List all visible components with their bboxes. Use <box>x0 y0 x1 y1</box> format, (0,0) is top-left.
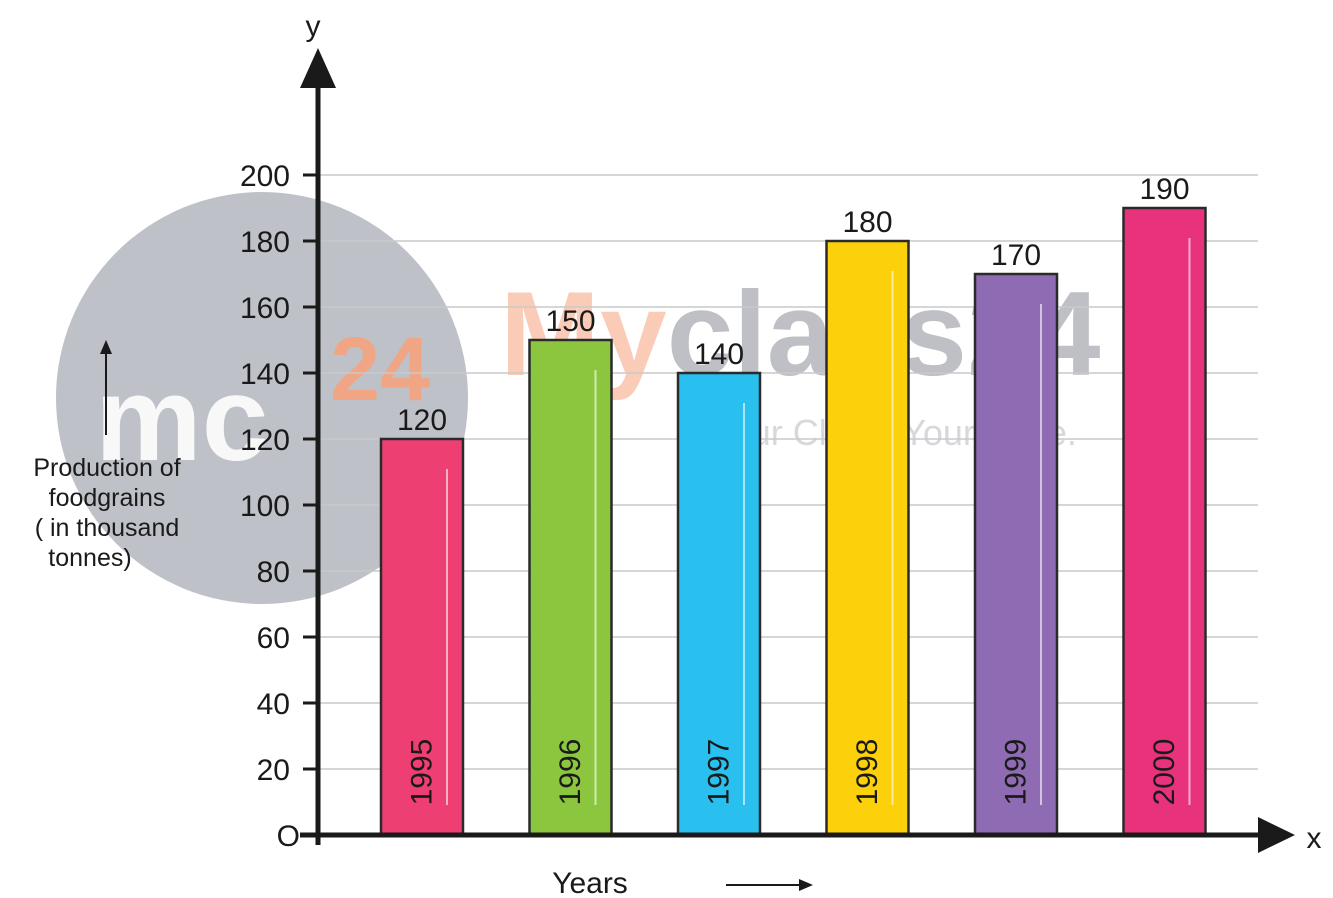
watermark-logo-circle <box>56 192 468 604</box>
y-tick-label: 200 <box>240 160 290 193</box>
watermark-logo-text: mc <box>95 352 268 486</box>
x-axis-letter: x <box>1307 822 1322 855</box>
bar-1995 <box>379 437 465 837</box>
data-label: 190 <box>1139 173 1189 206</box>
x-label-arrow-icon <box>799 879 813 891</box>
data-label: 180 <box>842 206 892 239</box>
y-tick-label: 40 <box>257 688 290 721</box>
data-label: 170 <box>991 239 1041 272</box>
category-label: 2000 <box>1148 739 1181 806</box>
data-label: 120 <box>397 404 447 437</box>
bar-1997 <box>676 371 762 837</box>
y-label-arrow-icon <box>100 340 112 354</box>
y-tick-labels: 20 40 60 80 100 120 140 160 180 200 <box>240 160 318 787</box>
bar-1996 <box>528 338 613 837</box>
y-label-line-4: tonnes) <box>48 544 131 572</box>
y-tick-label: 120 <box>240 424 290 457</box>
y-tick-label: 180 <box>240 226 290 259</box>
y-tick-label: 60 <box>257 622 290 655</box>
watermark-logo-number: 24 <box>330 320 430 420</box>
origin-label: O <box>277 820 300 853</box>
x-axis-arrow-icon <box>1258 817 1295 853</box>
y-tick-label: 80 <box>257 556 290 589</box>
y-label-line-2: foodgrains <box>49 484 166 512</box>
category-label: 1997 <box>703 739 736 806</box>
y-label-line-3: ( in thousand <box>35 514 180 542</box>
y-tick-label: 160 <box>240 292 290 325</box>
y-axis-label: Production of foodgrains ( in thousand t… <box>33 340 181 572</box>
category-label: 1999 <box>1000 739 1033 806</box>
y-axis-letter: y <box>306 10 321 43</box>
y-tick-label: 140 <box>240 358 290 391</box>
category-label: 1996 <box>554 739 587 806</box>
y-label-line-1: Production of <box>33 454 180 482</box>
bar-1999 <box>973 272 1059 837</box>
y-axis-arrow-icon <box>300 48 336 88</box>
axes: y x O <box>277 10 1322 855</box>
x-label-text: Years <box>552 867 628 898</box>
bars: 120 1995 150 1996 140 1997 180 1998 170 1999 190 20… <box>379 173 1207 837</box>
data-label: 150 <box>545 305 595 338</box>
x-axis-label: Years <box>552 867 813 898</box>
category-label: 1995 <box>406 739 439 806</box>
category-label: 1998 <box>851 739 884 806</box>
y-tick-label: 100 <box>240 490 290 523</box>
data-label: 140 <box>694 338 744 371</box>
y-tick-label: 20 <box>257 754 290 787</box>
